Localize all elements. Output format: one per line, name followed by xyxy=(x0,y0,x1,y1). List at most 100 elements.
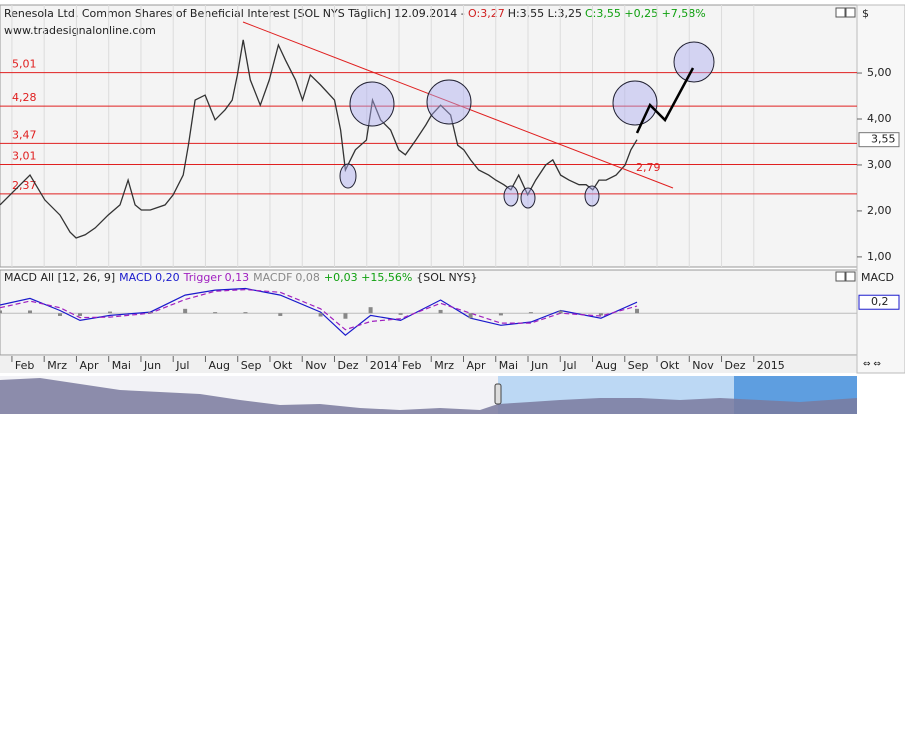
level-label: 3,01 xyxy=(12,149,37,162)
x-tick-label: Apr xyxy=(466,359,486,372)
circle-marker xyxy=(426,79,472,125)
open-label: O:3,27 xyxy=(468,7,505,20)
price-line xyxy=(0,39,638,239)
x-tick-label: Nov xyxy=(692,359,714,372)
level-label: 4,28 xyxy=(12,91,37,104)
histogram-bar xyxy=(213,312,218,314)
trend-line xyxy=(242,21,674,189)
navigator[interactable]: ⇔ ⇔ xyxy=(0,360,881,415)
x-tick-label: Apr xyxy=(79,359,99,372)
y-tick-label: 4,00 xyxy=(867,112,892,125)
header: Renesola Ltd. Common Shares of Beneficia… xyxy=(4,7,706,20)
y-tick-label: 5,00 xyxy=(867,66,892,79)
histogram-bar xyxy=(498,313,503,316)
histogram-bar xyxy=(468,313,473,319)
legend-name: Trigger xyxy=(183,271,222,284)
x-tick-label: 2014 xyxy=(370,359,398,372)
panel-button[interactable] xyxy=(835,7,846,18)
x-tick-label: Aug xyxy=(596,359,617,372)
macd-title: MACD All [12, 26, 9] xyxy=(4,271,115,284)
x-tick-label: Mai xyxy=(112,359,131,372)
panel-button[interactable] xyxy=(835,271,846,282)
close-button[interactable] xyxy=(845,271,856,282)
close-label: C:3,55 +0,25 +7,58% xyxy=(585,7,706,20)
legend-value: 0,08 xyxy=(295,271,320,284)
x-tick-label: Mrz xyxy=(434,359,454,372)
scroll-arrows[interactable]: ⇔ ⇔ xyxy=(863,360,881,370)
histogram-bar xyxy=(318,313,323,317)
close-button[interactable] xyxy=(845,7,856,18)
level-label: 2,37 xyxy=(12,179,37,192)
last-price-label: 3,55 xyxy=(871,133,896,146)
histogram-bar xyxy=(598,313,603,316)
histogram-bar xyxy=(368,307,373,314)
last-value-label: 0,2 xyxy=(871,295,889,308)
histogram-bar xyxy=(107,311,112,314)
ellipse-marker xyxy=(584,185,600,207)
x-tick-label: Mrz xyxy=(47,359,67,372)
x-tick-label: Okt xyxy=(660,359,680,372)
ellipse-marker xyxy=(339,163,357,189)
projection-path xyxy=(635,67,695,134)
x-tick-label: Aug xyxy=(208,359,229,372)
circle-marker xyxy=(349,81,395,127)
navigator-area xyxy=(0,378,857,414)
value-axis xyxy=(856,4,905,374)
last-price-tag xyxy=(858,132,900,148)
macd-header: MACD All [12, 26, 9] MACD 0,20 Trigger 0,13 M… xyxy=(4,271,477,284)
indicator-line xyxy=(0,288,638,331)
level-label: 5,01 xyxy=(12,58,37,71)
time-axis xyxy=(0,356,857,373)
legend-name: MACDF xyxy=(253,271,292,284)
x-tick-label: Dez xyxy=(725,359,746,372)
histogram-bar xyxy=(343,313,348,319)
x-tick-label: 2015 xyxy=(757,359,785,372)
legend-value: 0,20 xyxy=(155,271,180,284)
source: www.tradesignalonline.com xyxy=(4,24,156,37)
chart-title: Renesola Ltd. Common Shares of Beneficia… xyxy=(4,7,465,20)
annotations: 2,79 xyxy=(242,21,715,209)
histogram-bar xyxy=(148,312,153,314)
circle-marker xyxy=(612,80,658,126)
high-low-label: H:3,55 L:3,25 xyxy=(508,7,582,20)
y-tick-label: 1,00 xyxy=(867,250,892,263)
histogram-bar xyxy=(278,313,283,316)
price-panel xyxy=(0,4,858,268)
x-tick-label: Dez xyxy=(337,359,358,372)
x-tick-label: Feb xyxy=(15,359,34,372)
trend-label: 2,79 xyxy=(636,161,661,174)
x-tick-label: Sep xyxy=(241,359,262,372)
x-tick-label: Jun xyxy=(530,359,548,372)
x-tick-label: Sep xyxy=(628,359,649,372)
x-tick-label: Okt xyxy=(273,359,293,372)
x-tick-label: Jul xyxy=(562,359,576,372)
histogram-bar xyxy=(558,310,563,314)
macd-axis-label: MACD xyxy=(861,271,894,284)
macd-symbol: {SOL NYS} xyxy=(416,271,477,284)
histogram-bar xyxy=(77,313,82,316)
last-value-tag xyxy=(858,294,900,310)
histogram-bar xyxy=(398,313,403,315)
level-label: 3,47 xyxy=(12,128,37,141)
histogram-bar xyxy=(57,313,62,316)
x-tick-label: Jun xyxy=(143,359,161,372)
currency-label: $ xyxy=(862,7,869,20)
y-tick-label: 3,00 xyxy=(867,158,892,171)
ellipse-marker xyxy=(503,185,519,207)
legend-value: 0,13 xyxy=(225,271,250,284)
ellipse-marker xyxy=(520,187,536,209)
histogram-bar xyxy=(183,308,188,314)
y-tick-label: 2,00 xyxy=(867,204,892,217)
legend: MACD 0,20 Trigger 0,13 MACDF 0,08 xyxy=(119,271,320,284)
histogram-bar xyxy=(243,312,248,314)
histogram-bar xyxy=(438,309,443,314)
x-tick-label: Jul xyxy=(175,359,189,372)
histogram-bar xyxy=(0,310,2,314)
x-tick-label: Mai xyxy=(499,359,518,372)
legend-name: MACD xyxy=(119,271,152,284)
navigator-handle[interactable] xyxy=(494,383,502,405)
histogram-bar xyxy=(528,312,533,314)
macd-change: +0,03 +15,56% xyxy=(324,271,412,284)
x-tick-label: Nov xyxy=(305,359,327,372)
